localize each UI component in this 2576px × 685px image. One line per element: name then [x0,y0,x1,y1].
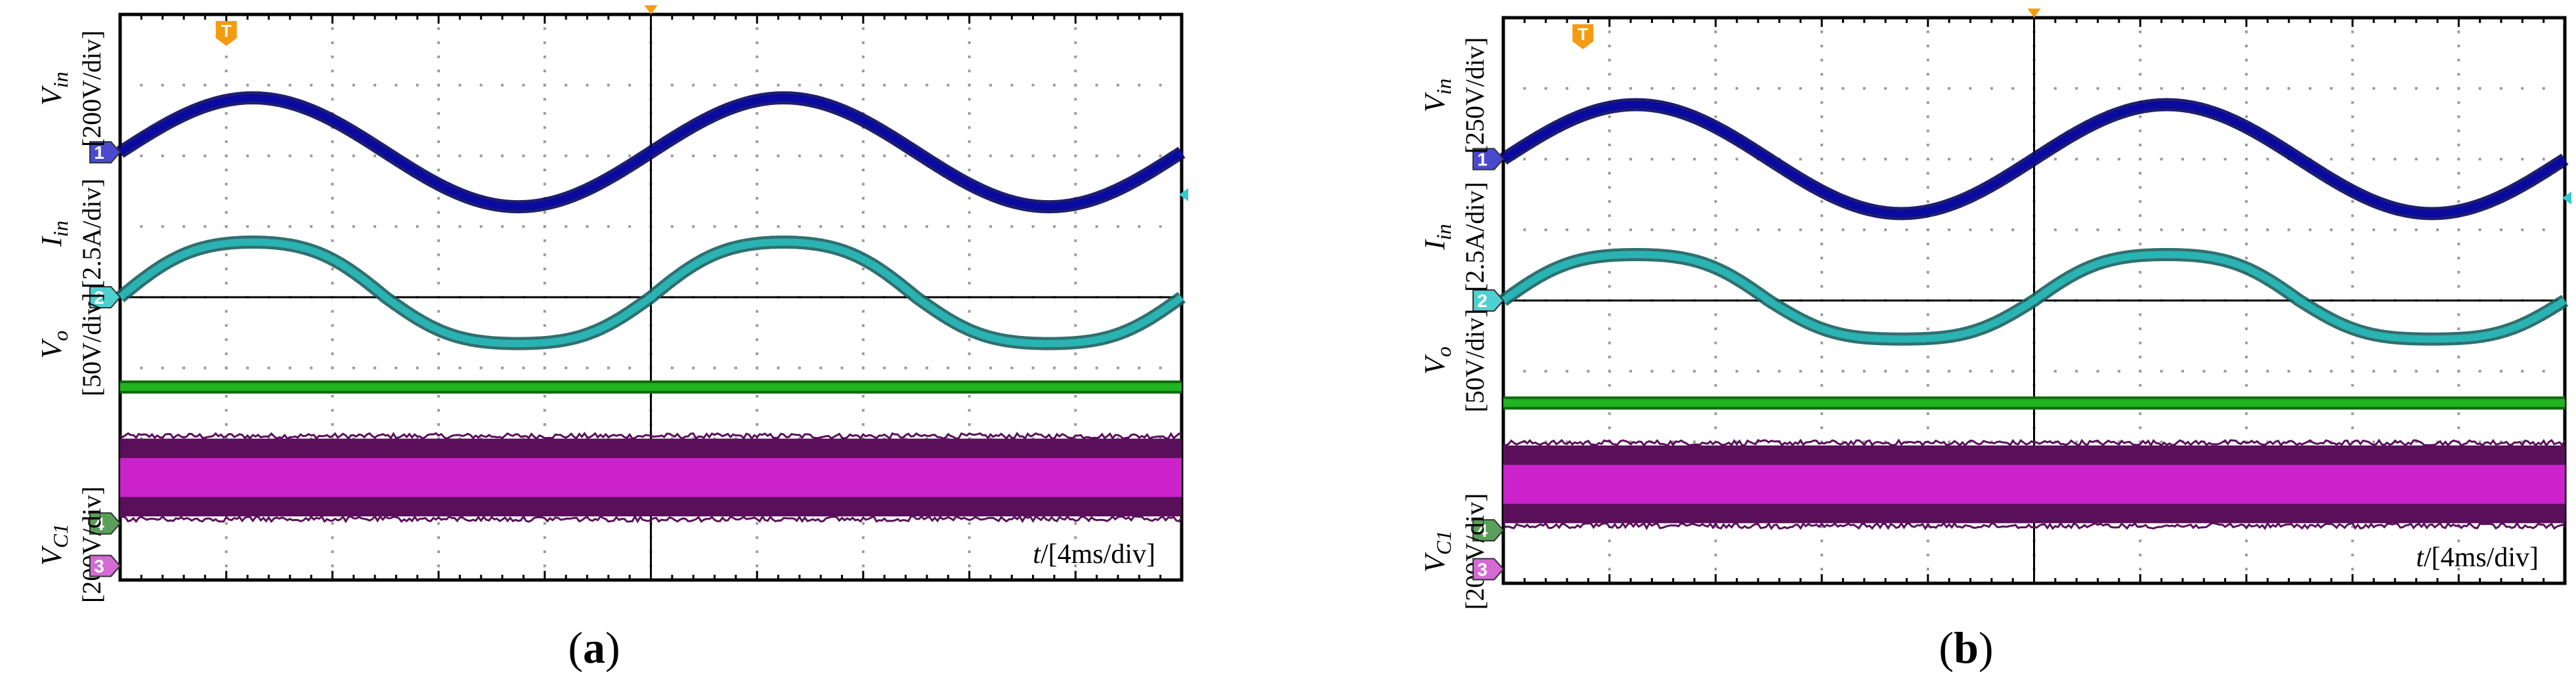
vc1-axis-name-a: VC1 [35,524,72,566]
vo-trace-b [1503,396,2565,410]
vin-axis-name-b: Vin [1419,79,1455,113]
vc1-trace-b [1502,438,2566,531]
trigger-label: T [1578,24,1588,44]
iin-trace-a [115,236,1187,350]
channel-2-marker: 2 [89,286,121,308]
channel-3-label: 3 [94,556,104,576]
vc1-trace-a [119,432,1183,524]
iin-axis-name-b: Iin [1419,224,1455,251]
vin-axis-name-a: Vin [35,72,72,106]
channel-3-marker: 3 [89,554,121,577]
channel-1-label: 1 [94,142,104,163]
channel-3-label: 3 [1477,559,1488,579]
time-scale-label-a: t/[4ms/div] [1033,539,1155,570]
vin-scale-b: [250V/div] [1460,37,1490,154]
panel-caption-b: (b) [1939,623,1993,673]
vc1-scale-b: [200V/div] [1460,493,1490,610]
trigger-level-icon [2562,191,2571,205]
trigger-position-icon [644,5,658,14]
iin-trace-b [1498,248,2570,346]
trigger-position-icon [2027,9,2041,18]
channel-2-label: 2 [1477,291,1488,311]
panel-caption-a: (a) [568,623,620,673]
vin-scale-a: [200V/div] [77,30,106,147]
vo-axis-name-b: Vo [1419,346,1455,375]
scope-panel-b: 1 Vin [250V/div] 2 Iin [2.5A/div] Vo [50V/div] 4… [1419,9,2571,673]
channel-1-marker: 1 [1472,148,1505,171]
trigger-label: T [221,21,232,41]
channel-1-marker: 1 [89,141,121,164]
iin-scale-a: [2.5A/div] [77,178,106,289]
channel-1-label: 1 [1477,150,1488,170]
channel-2-label: 2 [94,287,104,308]
channel-4-label: 4 [94,514,104,534]
vc1-scale-a: [200V/div] [77,486,106,603]
vo-scale-a: [50V/div] [77,293,106,396]
channel-3-marker: 3 [1472,558,1505,581]
trigger-marker-b: T [1572,24,1594,49]
channel-2-marker: 2 [1472,289,1505,312]
channel-4-label: 4 [1477,520,1488,541]
channel-4-marker: 4 [89,512,121,535]
iin-axis-name-a: Iin [35,220,72,247]
channel-4-marker: 4 [1472,519,1505,542]
time-scale-label-b: t/[4ms/div] [2416,543,2539,573]
vo-scale-b: [50V/div] [1460,309,1490,413]
trigger-level-icon [1179,188,1188,201]
vin-trace-a [115,91,1187,214]
vo-axis-name-a: Vo [35,331,72,359]
vo-trace-a [120,380,1182,394]
vc1-axis-name-b: VC1 [1419,530,1455,572]
trigger-marker-a: T [215,21,237,46]
vin-trace-b [1498,98,2570,220]
iin-scale-b: [2.5A/div] [1460,182,1490,292]
